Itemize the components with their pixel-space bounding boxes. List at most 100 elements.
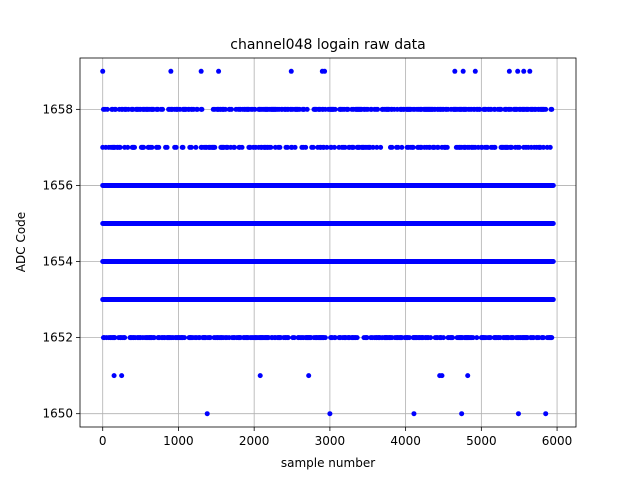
data-point xyxy=(410,144,416,150)
data-point xyxy=(452,68,458,74)
data-point xyxy=(465,373,471,379)
data-point xyxy=(199,106,205,112)
data-point xyxy=(222,106,228,112)
data-point xyxy=(113,106,119,112)
data-point xyxy=(498,106,504,112)
plot-frame xyxy=(79,57,577,428)
grid-lines xyxy=(80,58,576,427)
data-point xyxy=(460,68,466,74)
data-point xyxy=(487,335,493,341)
data-point xyxy=(285,335,291,341)
data-point xyxy=(257,373,263,379)
x-tick-label: 5000 xyxy=(466,434,497,448)
chart-title: channel048 logain raw data xyxy=(230,37,425,53)
x-tick-label: 4000 xyxy=(390,434,421,448)
data-point xyxy=(216,68,222,74)
data-point xyxy=(543,106,549,112)
data-point xyxy=(182,335,187,341)
x-axis-label: sample number xyxy=(281,456,375,470)
data-point xyxy=(322,335,328,341)
data-point xyxy=(304,106,310,112)
data-point xyxy=(277,144,283,150)
data-point xyxy=(204,411,210,417)
x-tick-label: 6000 xyxy=(542,434,573,448)
data-point xyxy=(100,68,106,74)
data-point xyxy=(141,144,147,150)
data-point xyxy=(156,144,162,150)
y-tick-label: 1654 xyxy=(42,255,73,269)
data-point xyxy=(284,144,290,150)
y-tick-label: 1652 xyxy=(42,331,73,345)
data-point xyxy=(173,144,179,150)
data-point xyxy=(440,335,446,341)
data-point xyxy=(439,373,445,379)
data-point xyxy=(550,220,556,226)
data-point xyxy=(239,144,245,150)
data-point xyxy=(151,335,157,341)
data-point xyxy=(310,144,316,150)
x-axis-ticks: 0 1000 2000 3000 4000 5000 6000 xyxy=(99,427,572,448)
y-tick-label: 1650 xyxy=(42,407,73,421)
data-point xyxy=(292,144,298,150)
data-point xyxy=(322,68,328,74)
data-point xyxy=(168,68,174,74)
data-point xyxy=(350,144,356,150)
data-point xyxy=(540,335,546,341)
data-point xyxy=(164,144,170,150)
data-point xyxy=(459,411,465,417)
data-point xyxy=(111,373,117,379)
data-point xyxy=(450,335,456,341)
data-point xyxy=(212,144,218,150)
data-point xyxy=(492,144,498,150)
data-point xyxy=(303,144,309,150)
data-point xyxy=(332,106,338,112)
data-point xyxy=(324,144,330,150)
data-point xyxy=(188,144,194,150)
data-point xyxy=(509,144,515,150)
data-point xyxy=(395,144,401,150)
y-tick-label: 1658 xyxy=(42,102,73,116)
data-point xyxy=(364,335,370,341)
data-point xyxy=(231,144,237,150)
data-point xyxy=(550,297,556,303)
data-point xyxy=(252,106,258,112)
data-point xyxy=(193,144,199,150)
x-tick-label: 2000 xyxy=(239,434,270,448)
data-point xyxy=(228,106,234,112)
data-point xyxy=(160,106,166,112)
data-point xyxy=(428,335,434,341)
data-point xyxy=(104,106,110,112)
data-point xyxy=(112,335,118,341)
data-point xyxy=(117,144,123,150)
data-point xyxy=(180,144,186,150)
data-point xyxy=(540,144,546,150)
data-point xyxy=(484,144,490,150)
data-point xyxy=(370,144,376,150)
data-point xyxy=(550,182,556,188)
data-point xyxy=(399,144,405,150)
data-point xyxy=(472,68,478,74)
data-point xyxy=(406,335,412,341)
data-point xyxy=(207,335,213,341)
data-point xyxy=(125,144,131,150)
data-point xyxy=(389,144,395,150)
data-point xyxy=(543,411,549,417)
data-point xyxy=(132,144,138,150)
data-point xyxy=(378,144,384,150)
data-point xyxy=(550,259,556,265)
data-point xyxy=(549,106,555,112)
data-point xyxy=(477,106,483,112)
data-point xyxy=(516,144,522,150)
data-point xyxy=(515,411,521,417)
data-point xyxy=(444,144,450,150)
data-point xyxy=(521,68,527,74)
data-point xyxy=(527,68,533,74)
data-point xyxy=(345,106,351,112)
data-point xyxy=(122,335,128,341)
data-point xyxy=(306,373,312,379)
data-point xyxy=(119,373,125,379)
y-tick-label: 1656 xyxy=(42,178,73,192)
data-point xyxy=(291,335,297,341)
data-point xyxy=(327,411,333,417)
